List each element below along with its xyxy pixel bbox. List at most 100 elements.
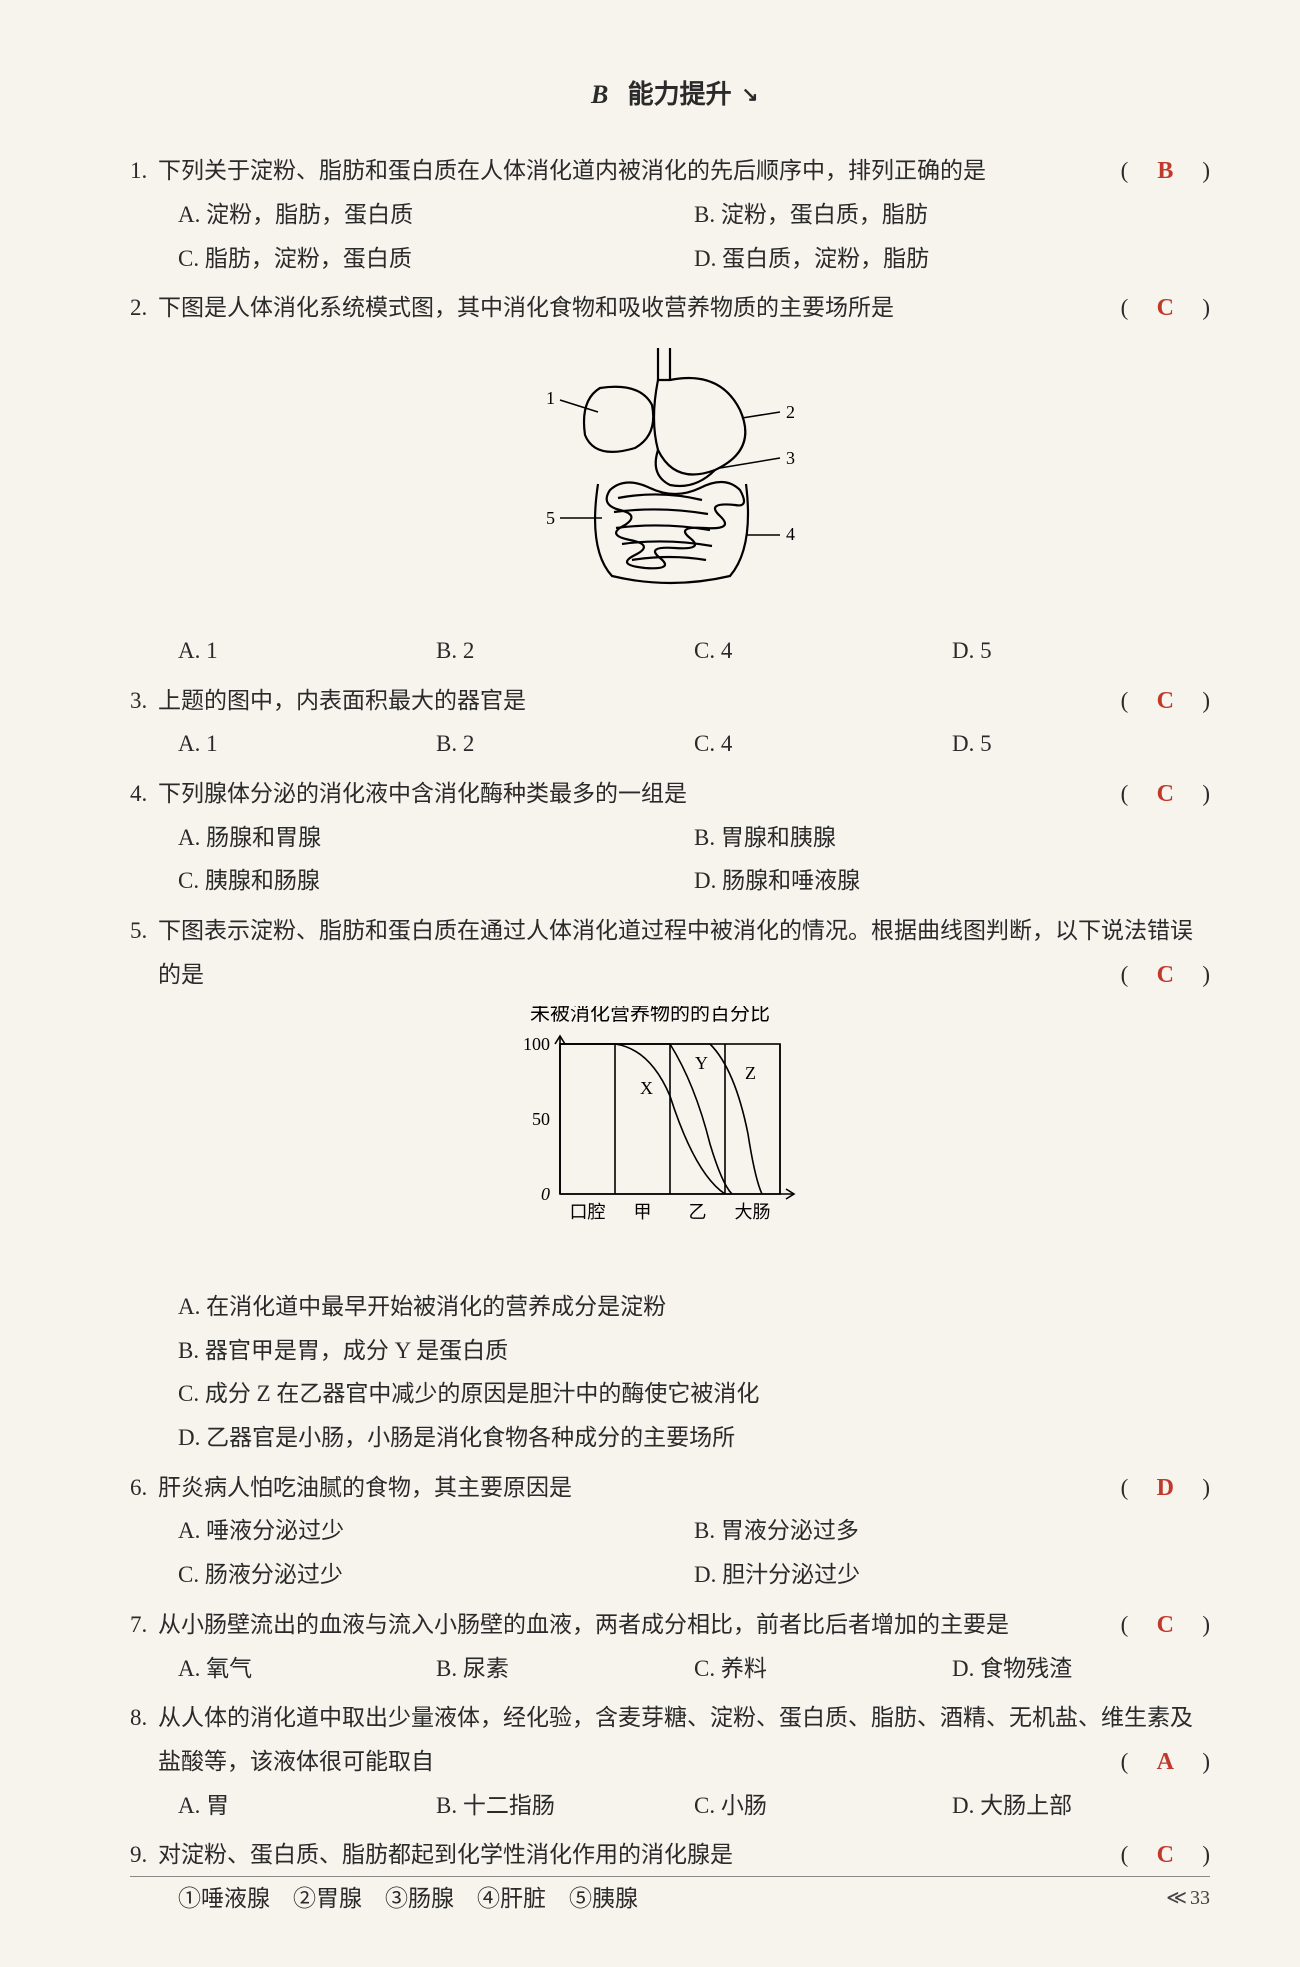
question-stem: 下列关于淀粉、脂肪和蛋白质在人体消化道内被消化的先后顺序中，排列正确的是 [158, 149, 1210, 193]
answer-slot: ( A ) [1121, 1740, 1210, 1786]
paren-open: ( [1121, 1612, 1152, 1637]
page-root: B 能力提升 ↘ 1. 下列关于淀粉、脂肪和蛋白质在人体消化道内被消化的先后顺序… [0, 0, 1300, 1967]
paren-open: ( [1121, 781, 1152, 806]
svg-text:100: 100 [523, 1034, 550, 1054]
paren-open: ( [1121, 295, 1152, 320]
option: A. 淀粉，脂肪，蛋白质 [178, 193, 694, 237]
svg-text:2: 2 [786, 402, 795, 422]
question-stem: 从人体的消化道中取出少量液体，经化验，含麦芽糖、淀粉、蛋白质、脂肪、酒精、无机盐… [158, 1696, 1210, 1783]
option: B. 尿素 [436, 1647, 694, 1691]
answer-letter: C [1151, 286, 1179, 332]
option: C. 成分 Z 在乙器官中减少的原因是胆汁中的酶使它被消化 [130, 1372, 1210, 1416]
svg-text:50: 50 [532, 1109, 550, 1129]
question-stem: 下图表示淀粉、脂肪和蛋白质在通过人体消化道过程中被消化的情况。根据曲线图判断，以… [158, 909, 1210, 996]
option: C. 4 [694, 629, 952, 673]
option: C. 4 [694, 722, 952, 766]
svg-text:Z: Z [745, 1063, 756, 1083]
option: A. 胃 [178, 1784, 436, 1828]
options-row: A. 唾液分泌过少B. 胃液分泌过多C. 肠液分泌过少D. 胆汁分泌过少 [130, 1509, 1210, 1596]
question: 5. 下图表示淀粉、脂肪和蛋白质在通过人体消化道过程中被消化的情况。根据曲线图判… [130, 909, 1210, 1460]
option: B. 器官甲是胃，成分 Y 是蛋白质 [130, 1329, 1210, 1373]
option: C. 小肠 [694, 1784, 952, 1828]
answer-letter: D [1151, 1466, 1179, 1512]
question-number: 8. [130, 1696, 158, 1740]
question-stem-row: 5. 下图表示淀粉、脂肪和蛋白质在通过人体消化道过程中被消化的情况。根据曲线图判… [130, 909, 1210, 996]
svg-text:乙: 乙 [689, 1202, 707, 1222]
options-row: A. 淀粉，脂肪，蛋白质B. 淀粉，蛋白质，脂肪C. 脂肪，淀粉，蛋白质D. 蛋… [130, 193, 1210, 280]
figure-digestive: 1 2 3 4 5 [130, 340, 1210, 615]
answer-letter: C [1151, 1833, 1179, 1879]
option: D. 5 [952, 722, 1210, 766]
option: D. 大肠上部 [952, 1784, 1210, 1828]
question-stem-row: 2. 下图是人体消化系统模式图，其中消化食物和吸收营养物质的主要场所是 [130, 286, 1210, 330]
question: 2. 下图是人体消化系统模式图，其中消化食物和吸收营养物质的主要场所是 ( C … [130, 286, 1210, 672]
answer-slot: ( C ) [1121, 1833, 1210, 1879]
option: A. 1 [178, 722, 436, 766]
paren-close: ) [1179, 1749, 1210, 1774]
answer-slot: ( D ) [1121, 1466, 1210, 1512]
option: D. 5 [952, 629, 1210, 673]
page-footer: ≪ 33 [130, 1876, 1210, 1917]
question-stem-row: 4. 下列腺体分泌的消化液中含消化酶种类最多的一组是 [130, 772, 1210, 816]
option: A. 氧气 [178, 1647, 436, 1691]
question-stem-row: 7. 从小肠壁流出的血液与流入小肠壁的血液，两者成分相比，前者比后者增加的主要是 [130, 1603, 1210, 1647]
question-number: 9. [130, 1833, 158, 1877]
option: B. 十二指肠 [436, 1784, 694, 1828]
answer-slot: ( C ) [1121, 1603, 1210, 1649]
option: D. 食物残渣 [952, 1647, 1210, 1691]
question-stem-row: 6. 肝炎病人怕吃油腻的食物，其主要原因是 [130, 1466, 1210, 1510]
paren-close: ) [1179, 962, 1210, 987]
section-title: 能力提升 [628, 70, 732, 119]
paren-close: ) [1179, 158, 1210, 183]
option: D. 乙器官是小肠，小肠是消化食物各种成分的主要场所 [130, 1416, 1210, 1460]
paren-close: ) [1179, 295, 1210, 320]
option: D. 肠腺和唾液腺 [694, 859, 1210, 903]
answer-letter: B [1151, 149, 1179, 195]
paren-close: ) [1179, 781, 1210, 806]
section-header: B 能力提升 ↘ [130, 70, 1210, 119]
section-badge: B [582, 77, 618, 113]
question-stem: 对淀粉、蛋白质、脂肪都起到化学性消化作用的消化腺是 [158, 1833, 1210, 1877]
svg-text:甲: 甲 [634, 1202, 652, 1222]
question: 7. 从小肠壁流出的血液与流入小肠壁的血液，两者成分相比，前者比后者增加的主要是… [130, 1603, 1210, 1690]
question-number: 4. [130, 772, 158, 816]
question: 4. 下列腺体分泌的消化液中含消化酶种类最多的一组是 ( C ) A. 肠腺和胃… [130, 772, 1210, 903]
svg-text:口腔: 口腔 [570, 1202, 606, 1222]
paren-open: ( [1121, 1749, 1152, 1774]
answer-slot: ( C ) [1121, 286, 1210, 332]
paren-open: ( [1121, 1475, 1152, 1500]
paren-open: ( [1121, 962, 1152, 987]
question-stem: 下图是人体消化系统模式图，其中消化食物和吸收营养物质的主要场所是 [158, 286, 1210, 330]
option: C. 肠液分泌过少 [178, 1553, 694, 1597]
question-number: 6. [130, 1466, 158, 1510]
question-stem-row: 8. 从人体的消化道中取出少量液体，经化验，含麦芽糖、淀粉、蛋白质、脂肪、酒精、… [130, 1696, 1210, 1783]
page-number: 33 [1190, 1887, 1210, 1909]
question: 1. 下列关于淀粉、脂肪和蛋白质在人体消化道内被消化的先后顺序中，排列正确的是 … [130, 149, 1210, 280]
question-stem: 从小肠壁流出的血液与流入小肠壁的血液，两者成分相比，前者比后者增加的主要是 [158, 1603, 1210, 1647]
answer-letter: C [1151, 1603, 1179, 1649]
svg-text:大肠: 大肠 [735, 1202, 771, 1222]
svg-text:未被消化营养物的的百分比: 未被消化营养物的的百分比 [530, 1006, 770, 1025]
answer-slot: ( B ) [1121, 149, 1210, 195]
options-row: A. 1B. 2C. 4D. 5 [130, 629, 1210, 673]
question: 6. 肝炎病人怕吃油腻的食物，其主要原因是 ( D ) A. 唾液分泌过少B. … [130, 1466, 1210, 1597]
paren-close: ) [1179, 1475, 1210, 1500]
question-stem: 肝炎病人怕吃油腻的食物，其主要原因是 [158, 1466, 1210, 1510]
paren-open: ( [1121, 688, 1152, 713]
paren-close: ) [1179, 688, 1210, 713]
answer-slot: ( C ) [1121, 679, 1210, 725]
question-number: 1. [130, 149, 158, 193]
paren-open: ( [1121, 158, 1152, 183]
footer-arrows-icon: ≪ [1166, 1887, 1185, 1909]
question-stem: 上题的图中，内表面积最大的器官是 [158, 679, 1210, 723]
option: B. 胃液分泌过多 [694, 1509, 1210, 1553]
question-stem-row: 1. 下列关于淀粉、脂肪和蛋白质在人体消化道内被消化的先后顺序中，排列正确的是 [130, 149, 1210, 193]
svg-text:Y: Y [695, 1053, 708, 1073]
question: 3. 上题的图中，内表面积最大的器官是 ( C ) A. 1B. 2C. 4D.… [130, 679, 1210, 766]
option: A. 肠腺和胃腺 [178, 816, 694, 860]
figure-chart: 未被消化营养物的的百分比 100 50 0 口腔甲乙大肠 X [130, 1006, 1210, 1271]
paren-close: ) [1179, 1842, 1210, 1867]
option: B. 2 [436, 722, 694, 766]
option: C. 胰腺和肠腺 [178, 859, 694, 903]
option: D. 蛋白质，淀粉，脂肪 [694, 237, 1210, 281]
